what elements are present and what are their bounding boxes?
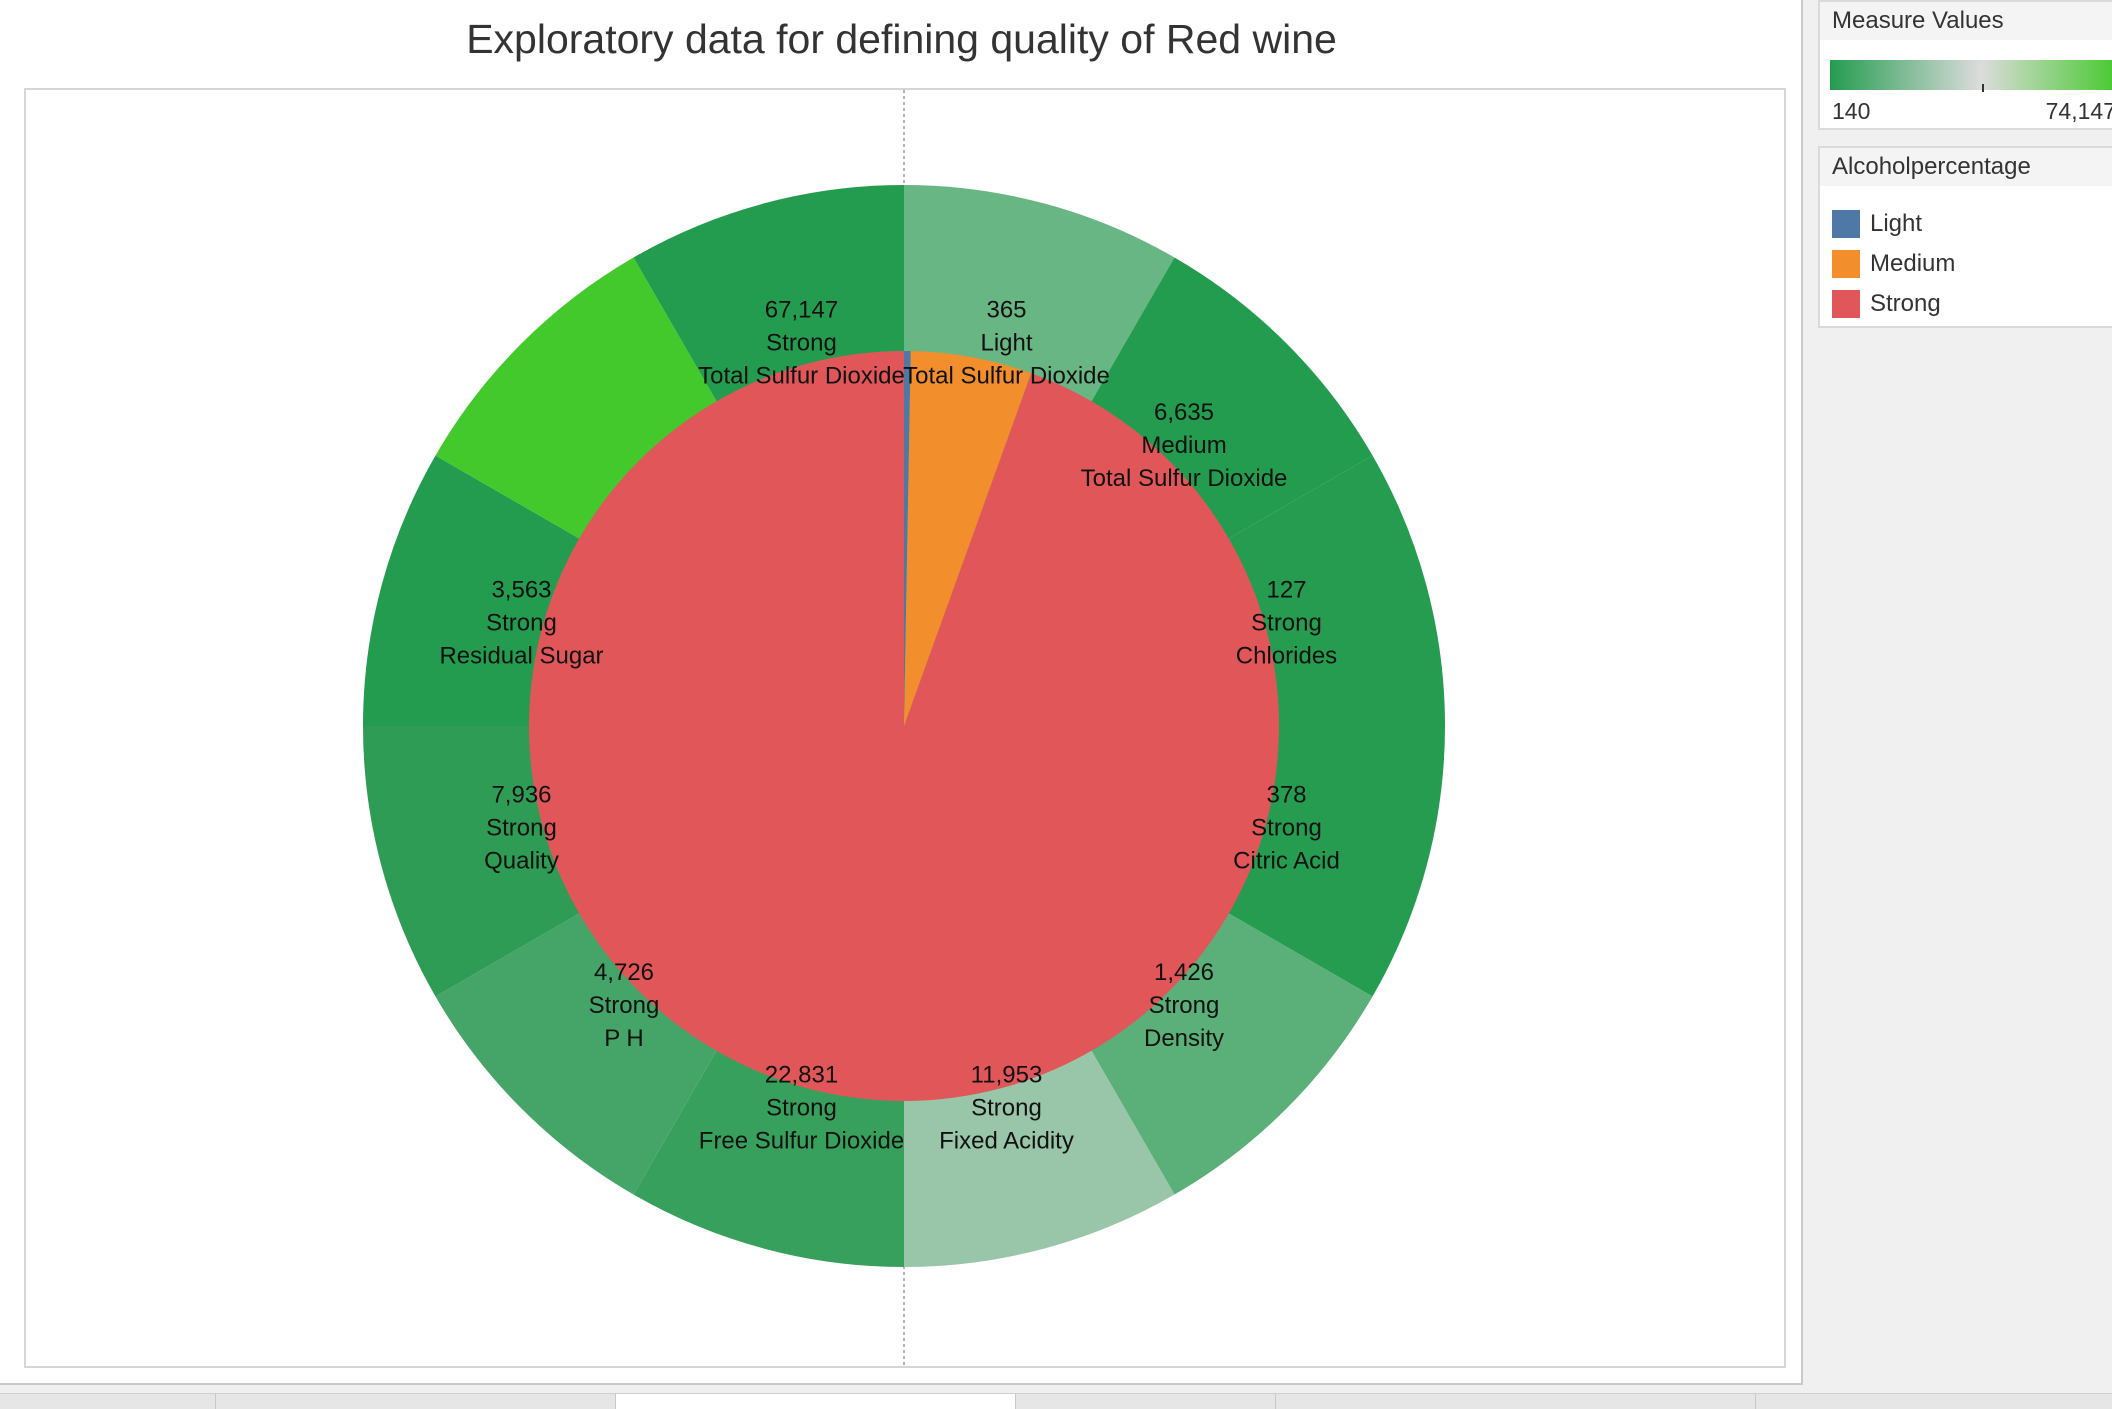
ring-data-label: 6,635 Medium Total Sulfur Dioxide bbox=[1081, 399, 1288, 492]
ring-alcohol-label: Strong bbox=[486, 610, 557, 637]
ring-alcohol-label: Strong bbox=[1251, 814, 1322, 841]
ring-value-label: 127 bbox=[1266, 577, 1306, 604]
legend-label-strong: Strong bbox=[1870, 290, 1941, 317]
ring-value-label: 3,563 bbox=[491, 577, 551, 604]
pie-slice-medium[interactable] bbox=[904, 351, 1032, 726]
ring-value-label: 378 bbox=[1266, 781, 1306, 808]
sheet-tab[interactable] bbox=[0, 1394, 216, 1409]
measure-values-legend[interactable]: Measure Values 140 74,147 bbox=[1818, 0, 2112, 130]
plot-frame bbox=[24, 88, 1786, 1368]
inner-pie bbox=[528, 351, 1279, 1101]
ring-data-label: 7,936 Strong Quality bbox=[484, 781, 559, 874]
legend-label-light: Light bbox=[1870, 210, 1923, 237]
ring-alcohol-label: Strong bbox=[1149, 992, 1220, 1019]
ring-value-label: 11,953 bbox=[971, 1062, 1043, 1089]
ring-measure-label: Density bbox=[1144, 1025, 1224, 1052]
ring-alcohol-label: Strong bbox=[589, 992, 660, 1019]
ring-value-label: 7,936 bbox=[491, 781, 551, 808]
gradient-min-label: 140 bbox=[1832, 98, 1871, 124]
ring-value-label: 6,635 bbox=[1154, 399, 1214, 426]
sheet-tab-strip bbox=[0, 1393, 2112, 1409]
ring-alcohol-label: Strong bbox=[766, 329, 837, 356]
legend-swatch-light bbox=[1832, 210, 1860, 238]
chart-title: Exploratory data for defining quality of… bbox=[466, 16, 1337, 62]
legend-item-medium[interactable]: Medium bbox=[1832, 248, 1955, 280]
ring-data-label: 1,426 Strong Density bbox=[1144, 959, 1224, 1052]
ring-value-label: 1,426 bbox=[1154, 959, 1214, 986]
ring-labels: 365 Light Total Sulfur Dioxide 6,635 Medium T… bbox=[439, 296, 1339, 1154]
ring-alcohol-label: Medium bbox=[1141, 432, 1226, 459]
ring-data-label: 378 Strong Citric Acid bbox=[1233, 781, 1340, 874]
gradient-midpoint-tick bbox=[1982, 84, 1984, 92]
sheet-tab[interactable] bbox=[1016, 1394, 1276, 1409]
ring-alcohol-label: Strong bbox=[1251, 610, 1322, 637]
ring-value-label: 365 bbox=[986, 296, 1026, 323]
pie-slice-strong[interactable] bbox=[528, 351, 1279, 1101]
ring-measure-label: Total Sulfur Dioxide bbox=[698, 362, 905, 389]
pie-slice-light[interactable] bbox=[904, 351, 911, 726]
ring-value-label: 4,726 bbox=[594, 959, 654, 986]
gradient-max-label: 74,147 bbox=[2045, 98, 2112, 124]
ring-data-label: 67,147 Strong Total Sulfur Dioxide bbox=[698, 296, 905, 389]
ring-data-label: 3,563 Strong Residual Sugar bbox=[439, 577, 603, 670]
ring-data-label: 11,953 Strong Fixed Acidity bbox=[939, 1062, 1074, 1155]
ring-measure-label: Total Sulfur Dioxide bbox=[1081, 465, 1288, 492]
sheet-tab-active[interactable] bbox=[616, 1394, 1016, 1409]
legend-item-strong[interactable]: Strong bbox=[1832, 288, 1941, 320]
pie-chart: 365 Light Total Sulfur Dioxide 6,635 Medium T… bbox=[363, 90, 1445, 1366]
ring-measure-label: Fixed Acidity bbox=[939, 1128, 1074, 1155]
ring-data-label: 4,726 Strong P H bbox=[589, 959, 660, 1052]
ring-measure-label: Quality bbox=[484, 847, 559, 874]
ring-data-label: 22,831 Strong Free Sulfur Dioxide bbox=[699, 1062, 904, 1155]
ring-measure-label: Free Sulfur Dioxide bbox=[699, 1128, 904, 1155]
ring-data-label: 127 Strong Chlorides bbox=[1236, 577, 1337, 670]
color-gradient-bar bbox=[1830, 60, 2112, 90]
ring-measure-label: P H bbox=[604, 1025, 644, 1052]
ring-measure-label: Citric Acid bbox=[1233, 847, 1340, 874]
sheet-tab[interactable] bbox=[216, 1394, 616, 1409]
ring-alcohol-label: Strong bbox=[486, 814, 557, 841]
ring-value-label: 22,831 bbox=[765, 1062, 838, 1089]
legend-panel: Measure Values 140 74,147 Alcoholpercent… bbox=[1806, 0, 2112, 1408]
viz-panel: Exploratory data for defining quality of… bbox=[0, 0, 1803, 1385]
sheet-tab[interactable] bbox=[1276, 1394, 1756, 1409]
alcohol-percentage-legend[interactable]: Alcoholpercentage Light Medium Strong bbox=[1818, 146, 2112, 328]
ring-data-label: 365 Light Total Sulfur Dioxide bbox=[903, 296, 1110, 389]
legend-label-medium: Medium bbox=[1870, 250, 1956, 277]
alcohol-legend-title: Alcoholpercentage bbox=[1820, 148, 2112, 186]
measure-values-legend-title: Measure Values bbox=[1820, 2, 2112, 40]
legend-swatch-strong bbox=[1832, 290, 1860, 318]
ring-alcohol-label: Strong bbox=[971, 1095, 1042, 1122]
ring-value-label: 67,147 bbox=[765, 296, 838, 323]
ring-measure-label: Chlorides bbox=[1236, 643, 1337, 670]
ring-alcohol-label: Light bbox=[980, 329, 1032, 356]
ring-measure-label: Total Sulfur Dioxide bbox=[903, 362, 1110, 389]
ring-measure-label: Residual Sugar bbox=[439, 643, 603, 670]
legend-swatch-medium bbox=[1832, 250, 1860, 278]
legend-item-light[interactable]: Light bbox=[1832, 208, 1922, 240]
ring-alcohol-label: Strong bbox=[766, 1095, 837, 1122]
